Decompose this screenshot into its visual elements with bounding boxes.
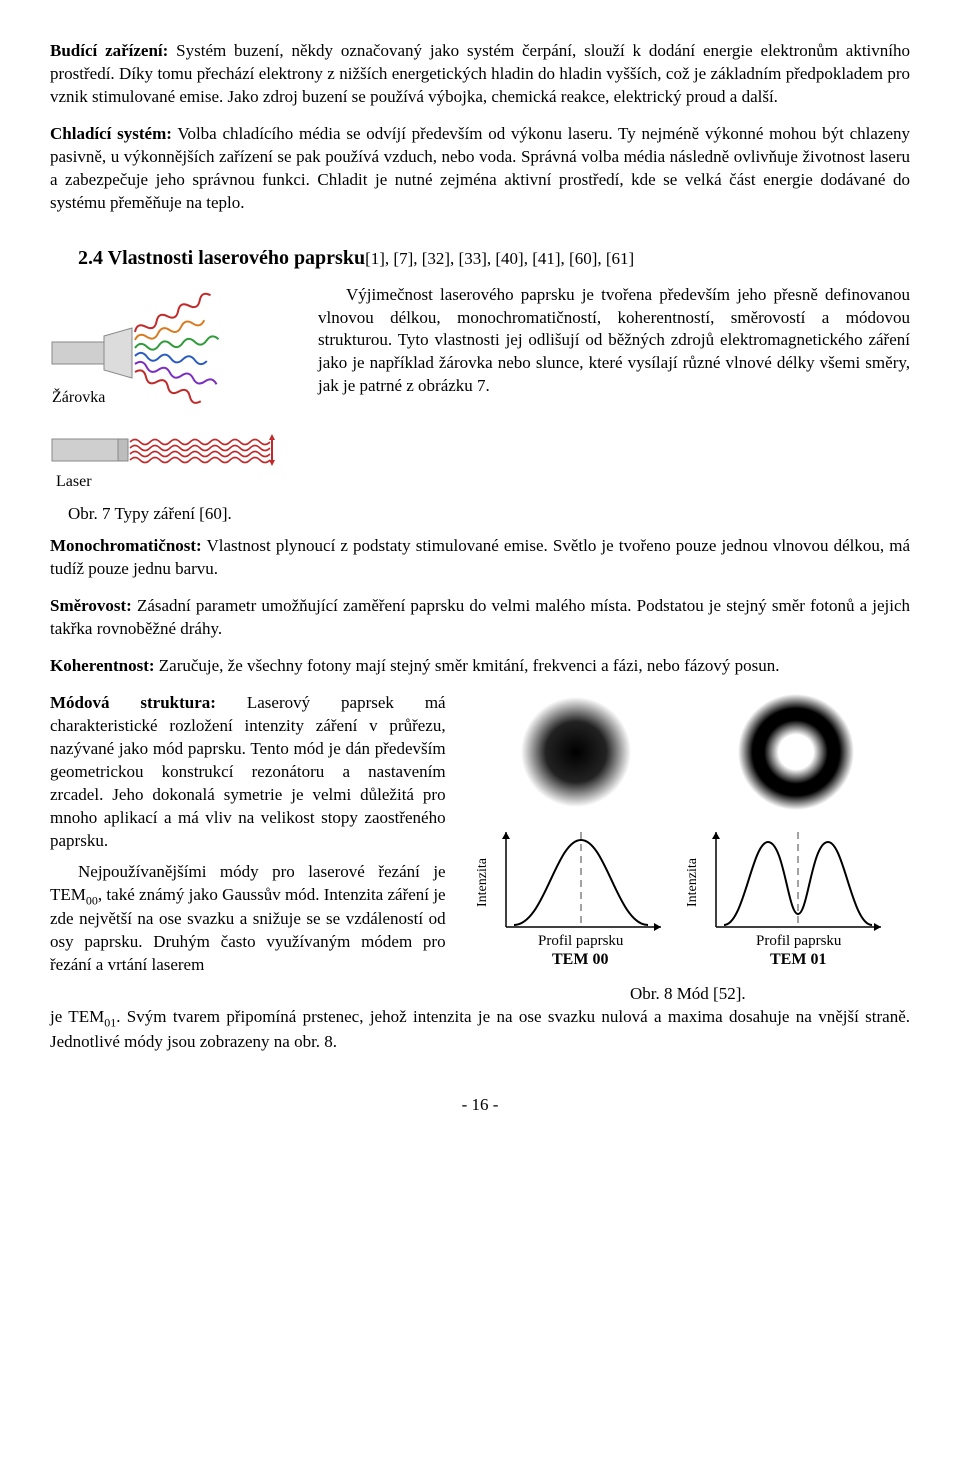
lead-mono: Monochromatičnost: (50, 536, 202, 555)
body-mod-2b: , také známý jako Gaussův mód. Intenzita… (50, 885, 446, 974)
ylabel-intenzita-2: Intenzita (685, 857, 700, 907)
xlabel-profil-2: Profil paprsku (756, 933, 842, 949)
body-mod-3b: . Svým tvarem připomíná prstenec, jehož … (50, 1007, 910, 1051)
heading-refs: [1], [7], [32], [33], [40], [41], [60], … (365, 249, 634, 268)
tem-modes-diagram: Intenzita Profil paprsku TEM 00 Intenzit… (466, 692, 896, 972)
sub-00: 00 (86, 893, 98, 907)
heading-num: 2.4 Vlastnosti laserového paprsku (78, 247, 365, 269)
section-heading-2-4: 2.4 Vlastnosti laserového paprsku [1], [… (50, 245, 910, 272)
body-koher: Zaručuje, že všechny fotony mají stejný … (155, 656, 780, 675)
paragraph-budici: Budící zařízení: Systém buzení, někdy oz… (50, 40, 910, 109)
lead-budici: Budící zařízení: (50, 41, 168, 60)
body-budici: Systém buzení, někdy označovaný jako sys… (50, 41, 910, 106)
figure-7-paragraph: Výjimečnost laserového paprsku je tvořen… (318, 284, 910, 399)
paragraph-koherentnost: Koherentnost: Zaručuje, že všechny foton… (50, 655, 910, 678)
figure-8-block: Módová struktura: Laserový paprsek má ch… (50, 692, 910, 1006)
radiation-types-diagram: Žárovka Laser (50, 284, 300, 494)
paragraph-modova-1: Módová struktura: Laserový paprsek má ch… (50, 692, 446, 853)
fig7-para-text: Výjimečnost laserového paprsku je tvořen… (318, 285, 910, 396)
label-laser: Laser (56, 473, 92, 490)
sub-01: 01 (104, 1015, 116, 1029)
lead-mod: Módová struktura: (50, 693, 216, 712)
paragraph-modova-2: Nejpoužívanějšími módy pro laserové řezá… (50, 861, 446, 977)
figure-7-block: Žárovka Laser Obr. 7 Typy záření [60]. V… (50, 284, 910, 526)
lead-smer: Směrovost: (50, 596, 132, 615)
label-tem00: TEM 00 (552, 951, 608, 968)
figure-7-image: Žárovka Laser Obr. 7 Typy záření [60]. (50, 284, 300, 526)
lead-chladici: Chladící systém: (50, 124, 172, 143)
body-mod-1: Laserový paprsek má charakteristické roz… (50, 693, 446, 850)
label-tem01: TEM 01 (770, 951, 826, 968)
paragraph-modova-3: je TEM01. Svým tvarem připomíná prstenec… (50, 1006, 910, 1054)
figure-7-caption: Obr. 7 Typy záření [60]. (50, 503, 300, 526)
paragraph-chladici: Chladící systém: Volba chladícího média … (50, 123, 910, 215)
figure-8-caption: Obr. 8 Mód [52]. (466, 983, 910, 1006)
figure-8-image: Intenzita Profil paprsku TEM 00 Intenzit… (466, 692, 910, 1006)
page-footer: - 16 - (50, 1094, 910, 1117)
lead-koher: Koherentnost: (50, 656, 155, 675)
body-smer: Zásadní parametr umožňující zaměření pap… (50, 596, 910, 638)
body-mod-3a: je TEM (50, 1007, 104, 1026)
xlabel-profil-1: Profil paprsku (538, 933, 624, 949)
ylabel-intenzita-1: Intenzita (475, 857, 490, 907)
body-chladici: Volba chladícího média se odvíjí předevš… (50, 124, 910, 212)
paragraph-monochromaticnost: Monochromatičnost: Vlastnost plynoucí z … (50, 535, 910, 581)
label-zarovka: Žárovka (52, 387, 105, 406)
paragraph-smerovost: Směrovost: Zásadní parametr umožňující z… (50, 595, 910, 641)
modova-struktura-text: Módová struktura: Laserový paprsek má ch… (50, 692, 446, 977)
